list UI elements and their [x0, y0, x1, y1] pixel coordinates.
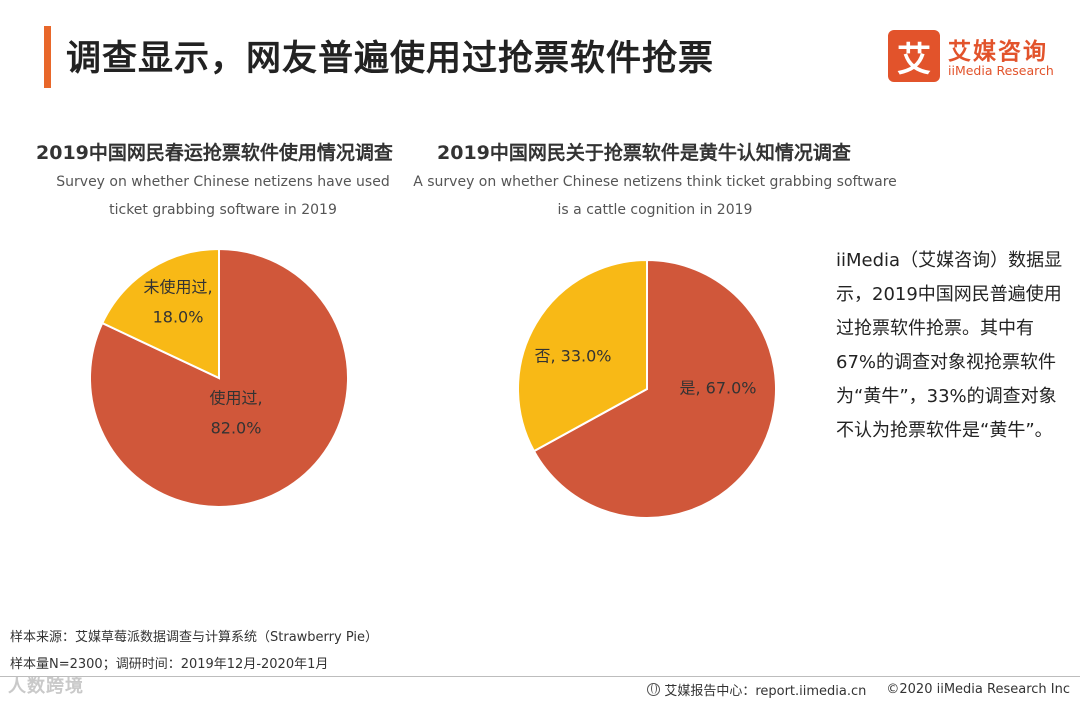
chart1-slice-major-label: 82.0%	[211, 419, 262, 438]
report-center-link[interactable]: 艾媒报告中心：report.iimedia.cn	[664, 684, 867, 699]
brand-logo: 艾 艾媒咨询 iiMedia Research	[888, 30, 1068, 84]
chart1-subtitle-line1: Survey on whether Chinese netizens have …	[56, 174, 390, 190]
chart1-slice-major-label: 使用过,	[209, 389, 262, 408]
chart2-slice-minor	[517, 258, 648, 453]
chart1-title: 2019中国网民春运抢票软件使用情况调查	[36, 142, 393, 164]
logo-english-name: iiMedia Research	[948, 63, 1054, 78]
sample-size: 样本量N=2300；调研时间：2019年12月-2020年1月	[10, 657, 329, 672]
chart1-subtitle: Survey on whether Chinese netizens have …	[18, 168, 428, 224]
chart2-subtitle-line2: is a cattle cognition in 2019	[557, 202, 753, 218]
chart1-slice-minor-label: 18.0%	[153, 308, 204, 327]
logo-chinese-name: 艾媒咨询	[948, 39, 1048, 65]
sample-source: 样本来源：艾媒草莓派数据调查与计算系统（Strawberry Pie）	[10, 630, 378, 645]
chart2-slice-major	[532, 258, 777, 519]
chart2-subtitle: A survey on whether Chinese netizens thi…	[400, 168, 910, 224]
copyright: ©2020 iiMedia Research Inc	[886, 682, 1070, 697]
chart2-title: 2019中国网民关于抢票软件是黄牛认知情况调查	[437, 142, 851, 164]
globe-icon	[647, 683, 661, 696]
logo-mark: 艾	[888, 30, 940, 82]
page-title: 调查显示，网友普遍使用过抢票软件抢票	[66, 39, 715, 79]
footer-credits: 艾媒报告中心：report.iimedia.cn ©2020 iiMedia R…	[647, 680, 1070, 699]
chart1-subtitle-line2: ticket grabbing software in 2019	[109, 202, 337, 218]
chart1-slice-minor	[100, 247, 220, 380]
chart2-subtitle-line1: A survey on whether Chinese netizens thi…	[413, 174, 897, 190]
summary-text: iiMedia（艾媒咨询）数据显示，2019中国网民普遍使用过抢票软件抢票。其中…	[836, 250, 1063, 441]
chart2-slice-major-label: 是, 67.0%	[679, 379, 756, 398]
watermark: 人数跨境	[8, 676, 84, 697]
chart1-slice-minor-label: 未使用过,	[143, 278, 212, 297]
title-accent-bar	[44, 26, 51, 88]
footer-divider	[0, 676, 1080, 677]
chart2-slice-minor-label: 否, 33.0%	[534, 347, 611, 366]
chart1-slice-major	[89, 247, 349, 508]
